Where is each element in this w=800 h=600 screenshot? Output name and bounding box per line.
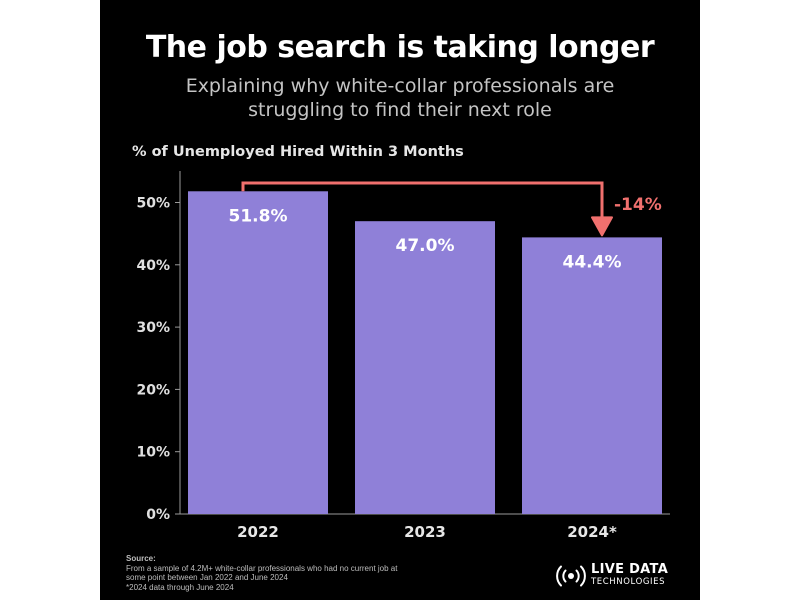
bar-chart: 0% 10% 20% 30% 40% 50% 51.8% 2022 47.0% 2023 44.4%… <box>136 171 670 541</box>
logo-text: LIVE DATA TECHNOLOGIES <box>591 562 669 588</box>
y-tick-label: 20% <box>136 382 170 398</box>
broadcast-icon <box>556 565 586 587</box>
chart-subtitle: Explaining why white-collar professional… <box>100 74 700 122</box>
chart-title: The job search is taking longer <box>145 30 655 65</box>
source-line-3: *2024 data through June 2024 <box>126 582 234 592</box>
y-tick-label: 40% <box>136 258 170 274</box>
source-note: Source: From a sample of 4.2M+ white-col… <box>126 554 466 592</box>
bar <box>355 221 495 514</box>
x-category-label: 2022 <box>237 523 279 541</box>
x-category-label: 2023 <box>404 523 446 541</box>
source-line-1: From a sample of 4.2M+ white-collar prof… <box>126 563 398 573</box>
change-label: -14% <box>614 195 662 215</box>
y-tick-label: 10% <box>136 445 170 461</box>
bar-data-label: 47.0% <box>396 236 455 256</box>
y-axis-label: % of Unemployed Hired Within 3 Months <box>132 144 464 160</box>
change-arrow-head <box>591 216 613 237</box>
subtitle-line-2: struggling to find their next role <box>248 99 552 121</box>
live-data-logo: LIVE DATA TECHNOLOGIES <box>555 562 695 592</box>
subtitle-line-1: Explaining why white-collar professional… <box>185 75 615 97</box>
bar <box>188 191 328 514</box>
infographic-panel: The job search is taking longer Explaini… <box>100 0 700 600</box>
logo-line-2: TECHNOLOGIES <box>591 577 666 587</box>
bar-data-label: 51.8% <box>229 206 288 226</box>
bar-data-label: 44.4% <box>563 252 622 272</box>
change-arrow-line <box>241 181 604 220</box>
bar <box>522 237 662 514</box>
logo-line-1: LIVE DATA <box>591 562 669 577</box>
y-tick-label: 0% <box>146 507 170 523</box>
x-category-label: 2024* <box>567 523 617 541</box>
y-tick-label: 30% <box>136 320 170 336</box>
source-heading: Source: <box>126 554 156 563</box>
source-line-2: some point between Jan 2022 and June 202… <box>126 573 288 582</box>
y-tick-label: 50% <box>136 196 170 212</box>
